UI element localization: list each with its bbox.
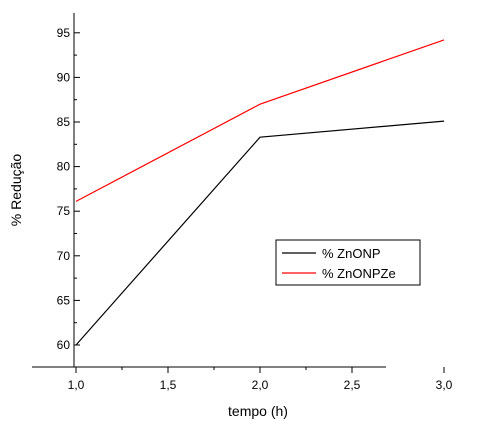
- x-ticks: 1,0 1,5 2,0 2,5 3,0: [68, 367, 453, 392]
- legend-label: % ZnONP: [322, 246, 381, 261]
- series-line: [75, 120, 445, 346]
- y-ticks: 60 65 70 75 80 85 90 95: [57, 26, 80, 352]
- series-line: [75, 39, 445, 202]
- y-tick-label: 70: [57, 249, 71, 263]
- legend: % ZnONP % ZnONPZe: [275, 239, 421, 286]
- y-tick-label: 90: [57, 70, 71, 84]
- y-tick-label: 85: [57, 115, 71, 129]
- x-tick-label: 2,5: [344, 378, 361, 392]
- y-tick-label: 75: [57, 204, 71, 218]
- x-tick-label: 1,0: [68, 378, 85, 392]
- x-axis-title: tempo (h): [228, 403, 288, 419]
- legend-box: [275, 239, 421, 286]
- y-tick-label: 60: [57, 338, 71, 352]
- series-lines: [75, 39, 445, 346]
- y-tick-label: 65: [57, 293, 71, 307]
- x-tick-label: 2,0: [252, 378, 269, 392]
- y-axis-title: % Redução: [8, 154, 24, 227]
- x-tick-label: 3,0: [436, 378, 453, 392]
- x-tick-label: 1,5: [160, 378, 177, 392]
- legend-label: % ZnONPZe: [322, 266, 396, 281]
- axes: [32, 13, 386, 368]
- y-tick-label: 80: [57, 160, 71, 174]
- y-tick-label: 95: [57, 26, 71, 40]
